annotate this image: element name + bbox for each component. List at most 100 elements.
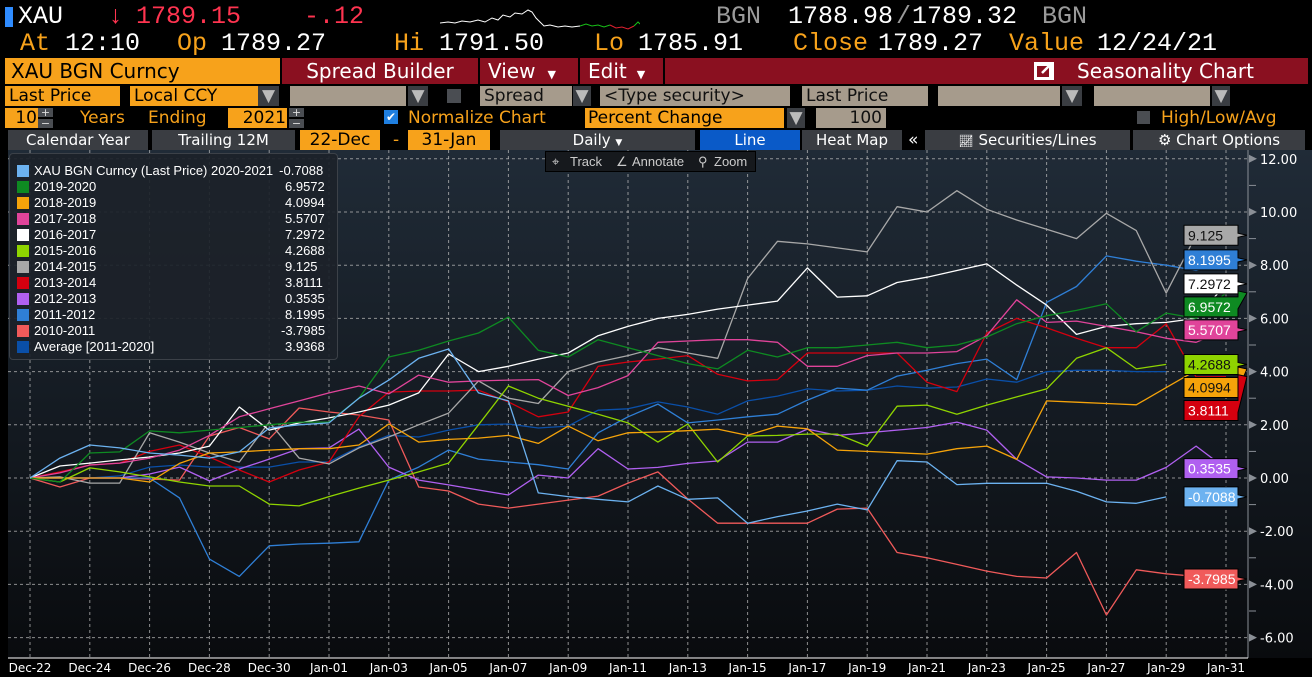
y-tick-marker bbox=[1249, 314, 1257, 323]
y-tick-label: 12.00 bbox=[1260, 153, 1297, 168]
legend-item[interactable]: 2015-2016 4.2688 bbox=[17, 243, 333, 259]
legend-swatch bbox=[17, 261, 29, 273]
normalize-mode-arrow-icon[interactable]: ▼ bbox=[787, 108, 805, 128]
track-button[interactable]: Track bbox=[570, 154, 603, 169]
legend-swatch bbox=[17, 213, 29, 225]
x-tick-label: Dec-24 bbox=[68, 661, 111, 675]
high-low-avg-label: High/Low/Avg bbox=[1161, 108, 1277, 128]
legend-item[interactable]: 2013-2014 3.8111 bbox=[17, 275, 333, 291]
extra-select-2[interactable] bbox=[1094, 86, 1210, 106]
value-tag-label: -3.7985 bbox=[1188, 571, 1236, 587]
legend-series-value: 5.5707 bbox=[285, 211, 325, 226]
extra-dropdown-2-arrow-icon[interactable]: ▼ bbox=[1212, 86, 1230, 106]
legend-item[interactable]: 2019-2020 6.9572 bbox=[17, 179, 333, 195]
high-low-avg-checkbox[interactable] bbox=[1137, 111, 1150, 124]
normalize-checkbox[interactable]: ✔ bbox=[384, 110, 398, 124]
low-label: Lo bbox=[594, 29, 625, 58]
heat-map-tab[interactable]: Heat Map bbox=[802, 130, 902, 150]
legend-item[interactable]: 2016-2017 7.2972 bbox=[17, 227, 333, 243]
y-tick-label: 2.00 bbox=[1260, 419, 1289, 434]
x-tick-label: Dec-22 bbox=[9, 661, 52, 675]
legend-series-name: 2013-2014 bbox=[34, 275, 97, 290]
start-date-input[interactable]: 22-Dec bbox=[300, 130, 380, 150]
chart-tools-bar: ⌖ Track ∠ Annotate ⚲ Zoom bbox=[545, 151, 756, 172]
value-tag: 4.2688 bbox=[1183, 353, 1248, 375]
line-tab[interactable]: Line bbox=[700, 130, 800, 150]
compare-dropdown-arrow-icon[interactable]: ▼ bbox=[408, 86, 428, 106]
x-tick-label: Jan-15 bbox=[728, 661, 767, 675]
legend-item[interactable]: 2018-2019 4.0994 bbox=[17, 195, 333, 211]
compare-field-select[interactable] bbox=[290, 86, 406, 106]
legend-item[interactable]: 2012-2013 0.3535 bbox=[17, 291, 333, 307]
value-tag-label: -0.7088 bbox=[1188, 489, 1236, 505]
popout-icon[interactable] bbox=[1033, 61, 1055, 81]
close-label: Close bbox=[793, 29, 869, 58]
down-arrow-icon: ↓ bbox=[108, 2, 124, 31]
legend-item[interactable]: 2011-2012 8.1995 bbox=[17, 307, 333, 323]
field2-select[interactable]: Last Price bbox=[802, 86, 928, 106]
legend-series-value: 3.9368 bbox=[285, 339, 325, 354]
security-field[interactable]: XAU BGN Curncy bbox=[5, 58, 280, 84]
legend-swatch bbox=[17, 309, 29, 321]
currency-select[interactable]: Local CCY bbox=[130, 86, 258, 106]
value-tag-shape bbox=[1183, 224, 1248, 246]
legend-item[interactable]: 2010-2011 -3.7985 bbox=[17, 323, 333, 339]
normalize-mode-select[interactable]: Percent Change bbox=[585, 108, 784, 128]
series-line-2010-2011 bbox=[29, 407, 1227, 616]
x-tick-label: Jan-23 bbox=[967, 661, 1006, 675]
securities-lines-button[interactable]: 📈︎ Securities/Lines bbox=[925, 130, 1130, 150]
year-increment-button[interactable]: + bbox=[289, 108, 304, 117]
spread-builder-button[interactable]: Spread Builder bbox=[282, 58, 480, 84]
zoom-button[interactable]: Zoom bbox=[714, 154, 748, 169]
extra-select-1[interactable] bbox=[938, 86, 1060, 106]
legend-series-value: 4.2688 bbox=[285, 243, 325, 258]
legend-swatch bbox=[17, 341, 29, 353]
legend-item[interactable]: 2017-2018 5.5707 bbox=[17, 211, 333, 227]
collapse-panel-button[interactable]: « bbox=[908, 130, 919, 150]
base-value-input[interactable]: 100 bbox=[816, 108, 886, 128]
value-tag: 0.3535 bbox=[1183, 458, 1248, 480]
spread-dropdown-arrow-icon[interactable]: ▼ bbox=[573, 86, 591, 106]
legend-item[interactable]: 2014-2015 9.125 bbox=[17, 259, 333, 275]
y-tick-marker bbox=[1249, 208, 1257, 216]
x-tick-label: Dec-28 bbox=[188, 661, 231, 675]
extra-dropdown-1-arrow-icon[interactable]: ▼ bbox=[1062, 86, 1082, 106]
series-line-2015-2016 bbox=[29, 347, 1167, 507]
series-line-2017-2018 bbox=[29, 299, 1227, 479]
trailing-12m-button[interactable]: Trailing 12M bbox=[152, 130, 295, 150]
calendar-year-button[interactable]: Calendar Year bbox=[8, 130, 148, 150]
securities-lines-label: Securities/Lines bbox=[978, 131, 1097, 149]
legend-series-value: -3.7985 bbox=[281, 323, 326, 338]
legend-item[interactable]: XAU BGN Curncy (Last Price) 2020-2021 -0.… bbox=[17, 163, 333, 179]
spread-checkbox[interactable] bbox=[447, 89, 461, 103]
year-decrement-button[interactable]: − bbox=[289, 119, 304, 128]
legend-item[interactable]: Average [2011-2020] 3.9368 bbox=[17, 339, 333, 355]
x-tick-label: Jan-27 bbox=[1086, 661, 1125, 675]
y-tick-label: -2.00 bbox=[1260, 525, 1294, 540]
value-tag-label: 4.0994 bbox=[1188, 379, 1231, 395]
field-select[interactable]: Last Price bbox=[5, 86, 120, 106]
ending-label: Ending bbox=[148, 108, 207, 128]
legend-series-name: 2010-2011 bbox=[34, 323, 96, 338]
x-tick-label: Jan-13 bbox=[668, 661, 707, 675]
x-tick-label: Jan-11 bbox=[608, 661, 647, 675]
view-menu[interactable]: View ▼ bbox=[480, 58, 580, 84]
years-increment-button[interactable]: + bbox=[38, 108, 53, 117]
high-label: Hi bbox=[394, 29, 425, 58]
y-tick-label: 0.00 bbox=[1260, 472, 1289, 487]
value-tag: 5.5707 bbox=[1183, 319, 1248, 341]
spread-select[interactable]: Spread bbox=[480, 86, 572, 106]
x-tick-label: Jan-29 bbox=[1146, 661, 1185, 675]
years-input[interactable]: 10 bbox=[5, 108, 38, 128]
series-line-xau-bgn-curncy-last-price-2020-2021 bbox=[29, 348, 1167, 524]
annotate-button[interactable]: Annotate bbox=[632, 154, 685, 169]
security-input[interactable]: <Type security> bbox=[600, 86, 790, 106]
years-decrement-button[interactable]: − bbox=[38, 119, 53, 128]
end-date-input[interactable]: 31-Jan bbox=[408, 130, 490, 150]
value-tag: 3.8111 bbox=[1183, 374, 1248, 421]
ending-year-input[interactable]: 2021 bbox=[228, 108, 287, 128]
periodicity-select[interactable]: Daily ▼ bbox=[500, 130, 695, 150]
edit-menu[interactable]: Edit ▼ bbox=[580, 58, 665, 84]
currency-dropdown-arrow-icon[interactable]: ▼ bbox=[258, 86, 279, 106]
chart-options-button[interactable]: ⚙ Chart Options bbox=[1133, 130, 1305, 150]
